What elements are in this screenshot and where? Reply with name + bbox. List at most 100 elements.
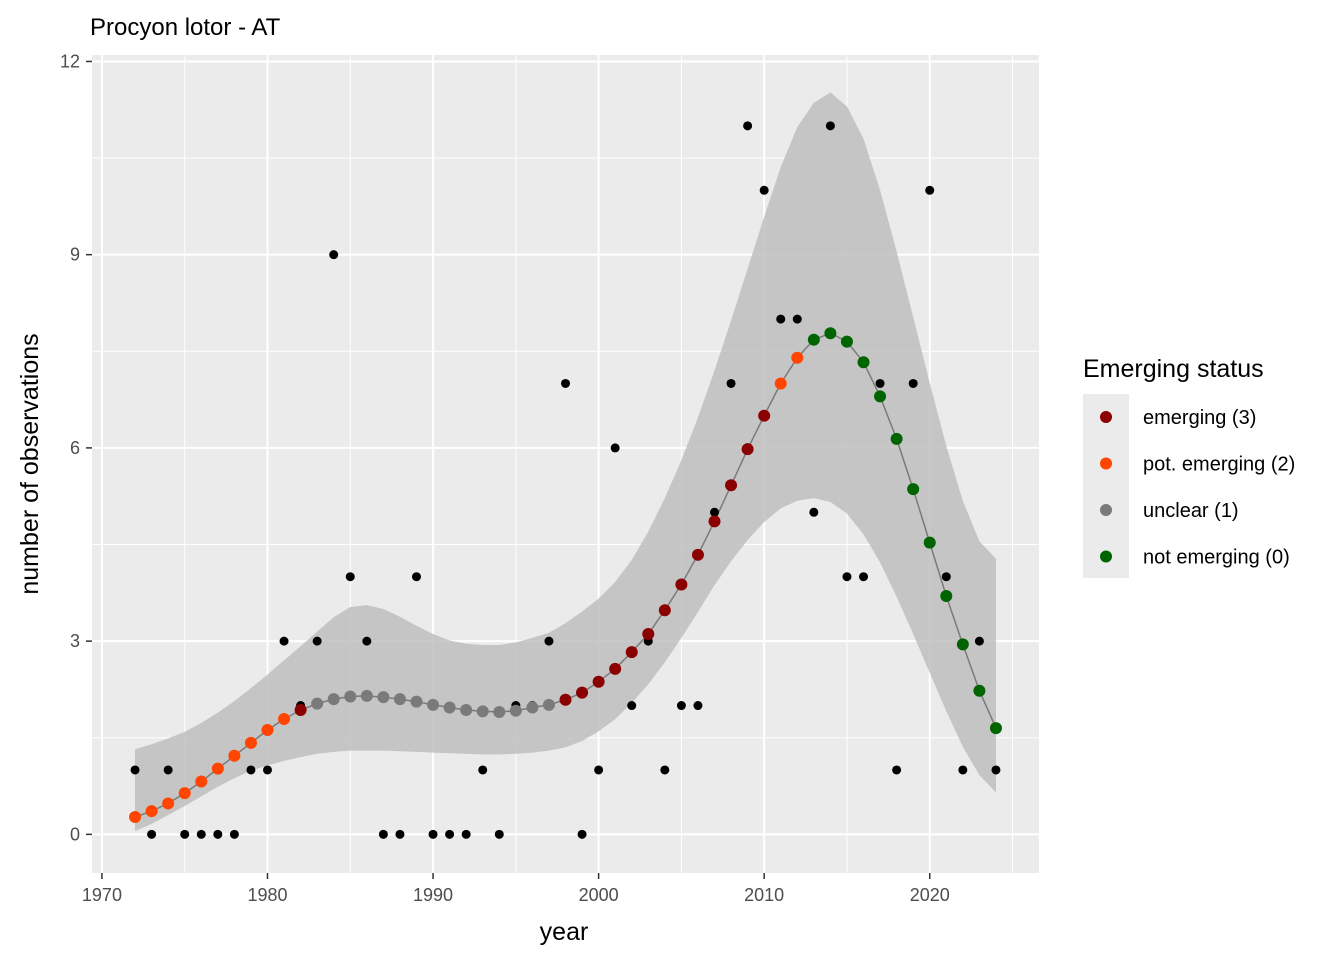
fitted-point [559,693,572,706]
fitted-point [228,749,241,762]
legend-label: pot. emerging (2) [1143,454,1295,476]
observation-point [759,185,769,195]
fitted-point [195,775,208,788]
observation-point [561,378,570,388]
fitted-point [476,705,489,718]
fitted-point [244,736,257,749]
confidence-band [135,92,996,832]
observation-point [478,765,488,775]
observation-point [875,378,885,388]
legend-label: not emerging (0) [1143,547,1290,569]
fitted-point [178,787,191,800]
fitted-point [311,697,324,710]
x-tick-label: 2010 [744,885,784,905]
observation-point [676,701,686,711]
observation-point [792,314,802,324]
observation-point [958,765,968,775]
fitted-point [625,646,638,659]
observation-point [345,572,355,582]
fitted-point [741,443,754,456]
fitted-point [509,704,522,717]
fitted-point [609,662,622,675]
observation-point [726,378,736,388]
observation-point [577,829,587,839]
observation-point [925,185,935,195]
observation-point [991,765,1001,775]
fitted-point [691,548,704,561]
observation-point [378,829,388,839]
observation-point [660,765,670,775]
observation-point [859,572,869,582]
fitted-point [973,684,986,697]
x-tick-label: 2000 [579,885,619,905]
fitted-point [592,675,605,688]
observation-point [196,829,206,839]
legend-key [1100,411,1112,423]
observation-point [776,314,786,324]
fitted-point [840,335,853,348]
observation-point [279,636,289,646]
fitted-point [410,695,423,708]
x-axis: 1970 1980 1990 2000 2010 2020 [82,873,950,905]
fitted-point [162,797,175,810]
x-tick-label: 1980 [247,885,287,905]
observation-point [362,636,372,646]
observation-point [610,443,620,453]
fitted-point [211,762,224,775]
fitted-point [261,724,274,737]
confidence-ribbon [135,92,996,832]
legend-label: unclear (1) [1143,500,1239,522]
fitted-point [907,483,920,496]
observation-point [130,765,140,775]
observation-point [262,765,272,775]
observation-point [461,829,471,839]
observation-point [411,572,421,582]
observation-point [825,121,835,131]
y-tick-label: 9 [70,245,80,265]
fitted-point [493,705,506,718]
observation-point [213,829,223,839]
fitted-point [129,810,142,823]
legend-title: Emerging status [1083,355,1264,383]
grid-lines [92,55,1039,873]
fitted-point [344,690,357,703]
fitted-point [327,693,340,706]
y-tick-label: 12 [60,51,80,71]
fitted-point [791,351,804,364]
observation-point [693,701,703,711]
observation-point [842,572,852,582]
legend-key [1100,457,1112,470]
y-tick-label: 6 [70,438,80,458]
fitted-point [294,704,307,717]
fitted-point [774,377,787,390]
observation-point [445,829,455,839]
observation-point [494,829,504,839]
fitted-point [923,536,936,549]
x-tick-label: 1990 [413,885,453,905]
observation-point [627,701,637,711]
observation-point [710,507,720,517]
chart-title: Procyon lotor - AT [90,14,281,41]
observation-point [147,829,157,839]
fitted-point [642,628,655,641]
observation-point [246,765,256,775]
fitted-points [129,327,1002,823]
y-tick-label: 3 [70,631,80,651]
legend-label: emerging (3) [1143,407,1256,429]
legend-key [1100,550,1112,563]
fitted-point [758,409,771,422]
observation-point [941,572,951,582]
fitted-point [377,691,390,704]
fitted-point [576,686,589,699]
fitted-point [824,327,837,340]
observation-point [594,765,604,775]
fitted-point [725,479,738,492]
observation-point [892,765,902,775]
observation-point [312,636,322,646]
fitted-point [360,689,373,702]
fitted-point [460,704,473,717]
fitted-point [708,515,721,528]
fitted-point [956,638,969,651]
fitted-point [807,333,820,346]
